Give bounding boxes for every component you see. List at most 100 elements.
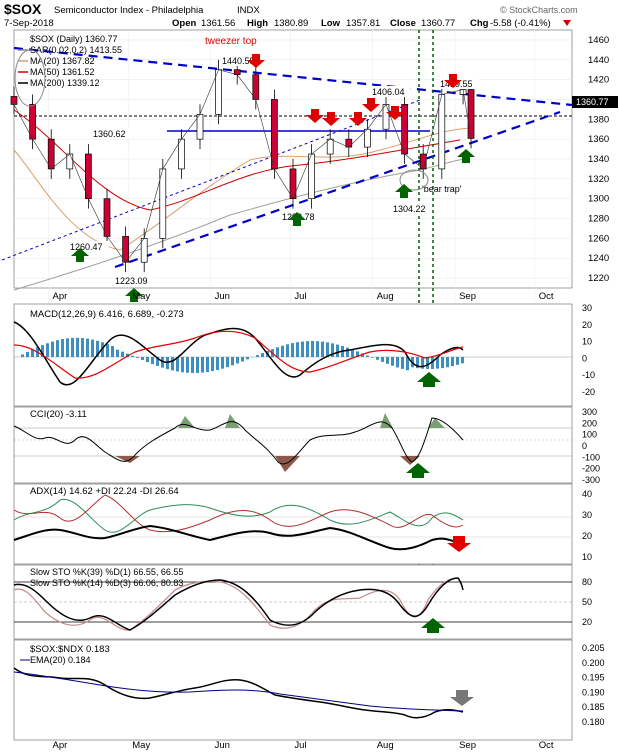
close-label: Close (390, 18, 416, 29)
macd-hist-bar (426, 357, 429, 369)
macd-hist-bar (106, 344, 109, 357)
high-value: 1380.89 (274, 18, 308, 29)
legend-entry: MA(50) 1361.52 (30, 67, 95, 77)
macd-hist-bar (386, 357, 389, 364)
candle-body (253, 75, 259, 100)
open-value: 1361.56 (201, 18, 235, 29)
macd-hist-bar (451, 357, 454, 366)
y-tick-label: 0.200 (582, 658, 605, 668)
y-tick-label: 10 (582, 552, 592, 562)
candle-body (216, 70, 222, 115)
symbol-title: $SOX (4, 1, 42, 17)
price-month-label: Jul (294, 291, 306, 302)
macd-hist-bar (351, 349, 354, 357)
macd-hist-bar (51, 342, 54, 357)
price-y-tick: 1300 (588, 194, 609, 205)
macd-hist-bar (336, 345, 339, 357)
macd-hist-bar (381, 357, 384, 362)
price-month-label: Jun (215, 291, 230, 302)
price-y-tick: 1320 (588, 174, 609, 185)
y-tick-label: 100 (582, 430, 597, 440)
legend-entry: MA(200) 1339.12 (30, 78, 100, 88)
candle-body (104, 199, 110, 237)
candle-body (85, 154, 91, 199)
macd-hist-bar (61, 339, 64, 357)
macd-hist-bar (141, 357, 144, 360)
candle-body (48, 139, 54, 169)
macd-hist-bar (281, 346, 284, 357)
y-tick-label: 30 (582, 510, 592, 520)
price-y-tick: 1360 (588, 134, 609, 145)
macd-hist-bar (441, 357, 444, 368)
macd-hist-bar (81, 338, 84, 357)
price-month-label: Aug (377, 291, 394, 302)
y-tick-label: 50 (582, 597, 592, 607)
legend-entry: SAR(0.02,0.2) 1413.55 (30, 45, 122, 55)
price-month-label: May (132, 291, 150, 302)
macd-hist-bar (191, 357, 194, 373)
price-point-label: 1260.47 (70, 242, 103, 252)
macd-hist-bar (171, 357, 174, 370)
price-y-tick: 1420 (588, 75, 609, 86)
candle-body (468, 90, 474, 139)
macd-hist-bar (291, 343, 294, 357)
macd-hist-bar (86, 339, 89, 357)
price-y-tick: 1280 (588, 214, 609, 225)
macd-hist-bar (131, 356, 134, 357)
y-tick-label: 0 (582, 441, 587, 451)
macd-hist-bar (56, 340, 59, 357)
macd-hist-bar (261, 353, 264, 357)
y-tick-label: 20 (582, 320, 592, 330)
macd-hist-bar (376, 357, 379, 360)
candle-body (439, 95, 445, 169)
y-tick-label: -300 (582, 475, 600, 485)
macd-hist-bar (321, 342, 324, 357)
macd-hist-bar (276, 347, 279, 357)
macd-hist-bar (446, 357, 449, 367)
macd-hist-bar (396, 357, 399, 367)
cci-panel-frame (14, 407, 572, 483)
price-y-tick: 1440 (588, 55, 609, 66)
macd-hist-bar (246, 357, 249, 359)
macd-hist-bar (146, 357, 149, 362)
ratio-month-label: Jul (294, 740, 306, 750)
macd-hist-bar (366, 356, 369, 357)
price-point-label: 1223.09 (115, 276, 148, 286)
price-y-tick: 1340 (588, 154, 609, 165)
macd-hist-bar (66, 338, 69, 357)
ratio-label: $SOX:$NDX 0.183 (30, 644, 110, 655)
macd-hist-bar (226, 357, 229, 367)
macd-hist-bar (116, 350, 119, 357)
chart-date: 7-Sep-2018 (4, 18, 54, 29)
price-y-tick: 1460 (588, 35, 609, 46)
y-tick-label: -20 (582, 387, 595, 397)
macd-hist-bar (286, 344, 289, 357)
price-month-label: Oct (539, 291, 554, 302)
macd-hist-bar (391, 357, 394, 366)
price-month-label: Sep (459, 291, 476, 302)
sto-panel: Slow STO %K(39) %D(1) 66.55, 66.55 Slow … (14, 565, 592, 639)
adx-panel: ADX(14) 14.62 +DI 22.24 -DI 26.64 403020… (14, 484, 592, 564)
candle-body (383, 104, 389, 129)
macd-hist-bar (371, 357, 374, 358)
ratio-month-label: Oct (539, 740, 554, 750)
y-tick-label: 0.180 (582, 717, 605, 727)
tweezer-top-label: tweezer top (205, 36, 257, 47)
y-tick-label: -10 (582, 370, 595, 380)
y-tick-label: 0.190 (582, 687, 605, 697)
adx-label: ADX(14) 14.62 +DI 22.24 -DI 26.64 (30, 486, 179, 497)
macd-hist-bar (241, 357, 244, 361)
macd-hist-bar (316, 341, 319, 357)
sto-label-1: Slow STO %K(39) %D(1) 66.55, 66.55 (30, 567, 183, 577)
candle-body (197, 114, 203, 139)
cci-label: CCI(20) -3.11 (30, 409, 87, 420)
macd-hist-bar (181, 357, 184, 372)
chg-label: Chg (470, 18, 489, 29)
candle-body (402, 104, 408, 154)
y-tick-label: 30 (582, 303, 592, 313)
ratio-panel: $SOX:$NDX 0.183 EMA(20) 0.184 0.2050.200… (14, 640, 605, 750)
